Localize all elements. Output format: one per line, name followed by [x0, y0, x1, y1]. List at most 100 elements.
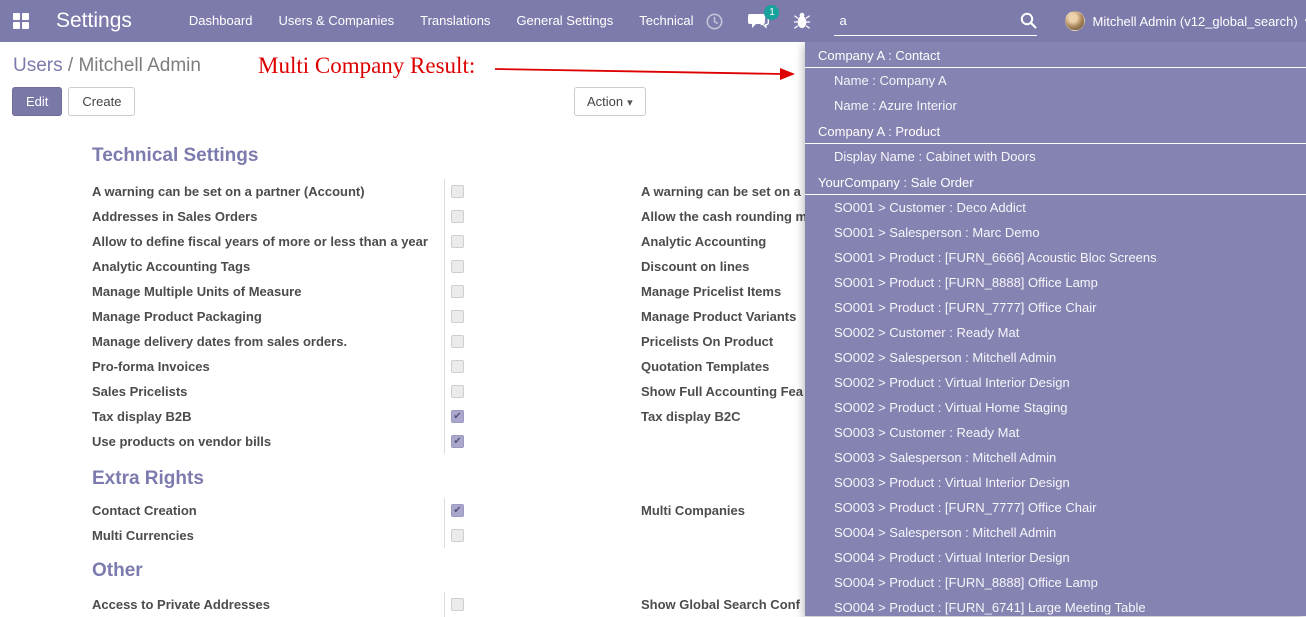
dropdown-item[interactable]: SO002 > Salesperson : Mitchell Admin	[834, 350, 1057, 365]
setting-label-right: Show Global Search Conf	[641, 597, 800, 612]
breadcrumb: Users / Mitchell Admin	[13, 55, 201, 77]
checkbox-cell: ✔	[444, 404, 641, 429]
dropdown-item[interactable]: SO001 > Product : [FURN_6666] Acoustic B…	[834, 250, 1157, 265]
checkbox-cell	[444, 254, 641, 279]
checkbox-cell: ✔	[444, 498, 641, 523]
setting-row: Contact Creation ✔ Multi Companies	[92, 498, 1192, 523]
setting-row: Addresses in Sales Orders Allow the cash …	[92, 204, 1192, 229]
setting-row: Tax display B2B ✔ Tax display B2C	[92, 404, 1192, 429]
action-dropdown-button[interactable]: Action ▾	[574, 87, 646, 116]
dropdown-item[interactable]: SO001 > Customer : Deco Addict	[834, 200, 1026, 215]
dropdown-item[interactable]: SO002 > Product : Virtual Home Staging	[834, 400, 1068, 415]
check-icon: ✔	[453, 436, 462, 447]
nav-item-dashboard[interactable]: Dashboard	[188, 13, 253, 28]
apps-menu-icon[interactable]	[13, 13, 29, 29]
setting-label: Manage delivery dates from sales orders.	[92, 334, 348, 349]
check-icon: ✔	[453, 505, 462, 516]
dropdown-item[interactable]: SO003 > Product : [FURN_7777] Office Cha…	[834, 500, 1097, 515]
setting-label: Sales Pricelists	[92, 384, 188, 399]
checkbox-cell	[444, 229, 641, 254]
dropdown-item[interactable]: SO001 > Salesperson : Marc Demo	[834, 225, 1040, 240]
nav-item-translations[interactable]: Translations	[420, 13, 491, 28]
setting-label-right: Tax display B2C	[641, 409, 741, 424]
setting-row: Multi Currencies	[92, 523, 1192, 548]
dropdown-item[interactable]: SO004 > Product : [FURN_8888] Office Lam…	[834, 575, 1098, 590]
checkbox[interactable]	[451, 185, 464, 198]
global-search-dropdown: Company A : Contact Name : Company A Name …	[805, 42, 1306, 616]
setting-label-right: Multi Companies	[641, 503, 746, 518]
checkbox[interactable]	[451, 260, 464, 273]
setting-row: Allow to define fiscal years of more or …	[92, 229, 1192, 254]
dropdown-item[interactable]: SO003 > Customer : Ready Mat	[834, 425, 1020, 440]
setting-label: Analytic Accounting Tags	[92, 259, 251, 274]
dropdown-item[interactable]: SO004 > Salesperson : Mitchell Admin	[834, 525, 1057, 540]
breadcrumb-current: Mitchell Admin	[78, 55, 201, 76]
setting-row: A warning can be set on a partner (Accou…	[92, 179, 1192, 204]
checkbox-cell	[444, 354, 641, 379]
dropdown-item[interactable]: SO004 > Product : [FURN_6741] Large Meet…	[834, 600, 1146, 615]
setting-label-right: Manage Pricelist Items	[641, 284, 782, 299]
setting-label-right: A warning can be set on a	[641, 184, 801, 199]
setting-label-right: Quotation Templates	[641, 359, 770, 374]
dropdown-item[interactable]: Name : Company A	[834, 73, 947, 88]
checkbox[interactable]	[451, 310, 464, 323]
search-icon[interactable]	[1020, 12, 1037, 29]
checkbox[interactable]	[451, 385, 464, 398]
checkbox[interactable]	[451, 210, 464, 223]
settings-form: Technical Settings A warning can be set o…	[92, 125, 1192, 617]
annotation-text: Multi Company Result:	[258, 53, 476, 78]
create-button[interactable]: Create	[68, 87, 136, 116]
setting-label: Contact Creation	[92, 503, 197, 518]
checkbox-cell	[444, 304, 641, 329]
nav-item-technical[interactable]: Technical	[639, 13, 694, 28]
setting-label: Access to Private Addresses	[92, 597, 271, 612]
checkbox[interactable]	[451, 235, 464, 248]
messages-icon[interactable]: 1	[748, 5, 780, 30]
user-menu[interactable]: Mitchell Admin (v12_global_search) ▾	[1065, 11, 1306, 31]
checkbox-cell	[444, 204, 641, 229]
checkbox[interactable]: ✔	[451, 435, 464, 448]
setting-label: Use products on vendor bills	[92, 434, 272, 449]
checkbox-cell: ✔	[444, 429, 641, 454]
button-row: Edit Create	[12, 87, 136, 116]
checkbox[interactable]	[451, 529, 464, 542]
breadcrumb-users-link[interactable]: Users	[13, 55, 63, 76]
edit-button[interactable]: Edit	[12, 87, 63, 116]
chevron-down-icon: ▾	[627, 97, 633, 109]
checkbox[interactable]	[451, 360, 464, 373]
dropdown-item[interactable]: Display Name : Cabinet with Doors	[834, 149, 1036, 164]
checkbox[interactable]	[451, 335, 464, 348]
checkbox-cell	[444, 379, 641, 404]
dropdown-group-header: Company A : Product	[805, 118, 1306, 144]
checkbox[interactable]: ✔	[451, 504, 464, 517]
dropdown-item[interactable]: SO004 > Product : Virtual Interior Desig…	[834, 550, 1070, 565]
setting-label-right: Discount on lines	[641, 259, 750, 274]
setting-label: Manage Multiple Units of Measure	[92, 284, 302, 299]
user-name: Mitchell Admin (v12_global_search)	[1092, 13, 1298, 29]
setting-label: Pro-forma Invoices	[92, 359, 210, 374]
dropdown-group-header: Company A : Contact	[805, 42, 1306, 68]
avatar	[1065, 11, 1086, 31]
checkbox[interactable]: ✔	[451, 410, 464, 423]
dropdown-item[interactable]: SO002 > Product : Virtual Interior Desig…	[834, 375, 1070, 390]
global-search-input[interactable]	[834, 13, 1021, 28]
dropdown-item[interactable]: SO001 > Product : [FURN_8888] Office Lam…	[834, 275, 1098, 290]
checkbox[interactable]	[451, 598, 464, 611]
dropdown-item[interactable]: SO003 > Salesperson : Mitchell Admin	[834, 450, 1057, 465]
nav-item-general-settings[interactable]: General Settings	[516, 13, 614, 28]
section-title-technical-settings: Technical Settings	[92, 145, 259, 166]
section-title-other: Other	[92, 560, 143, 581]
bug-icon[interactable]	[794, 12, 811, 30]
dropdown-item[interactable]: SO003 > Product : Virtual Interior Desig…	[834, 475, 1070, 490]
checkbox-cell	[444, 279, 641, 304]
checkbox[interactable]	[451, 285, 464, 298]
setting-label: Addresses in Sales Orders	[92, 209, 258, 224]
checkbox-cell	[444, 523, 641, 548]
dropdown-item[interactable]: SO002 > Customer : Ready Mat	[834, 325, 1020, 340]
dropdown-item[interactable]: Name : Azure Interior	[834, 98, 957, 113]
activities-clock-icon[interactable]	[706, 13, 723, 30]
app-title[interactable]: Settings	[56, 9, 132, 32]
dropdown-item[interactable]: SO001 > Product : [FURN_7777] Office Cha…	[834, 300, 1097, 315]
nav-item-users-companies[interactable]: Users & Companies	[278, 13, 395, 28]
checkbox-cell	[444, 179, 641, 204]
